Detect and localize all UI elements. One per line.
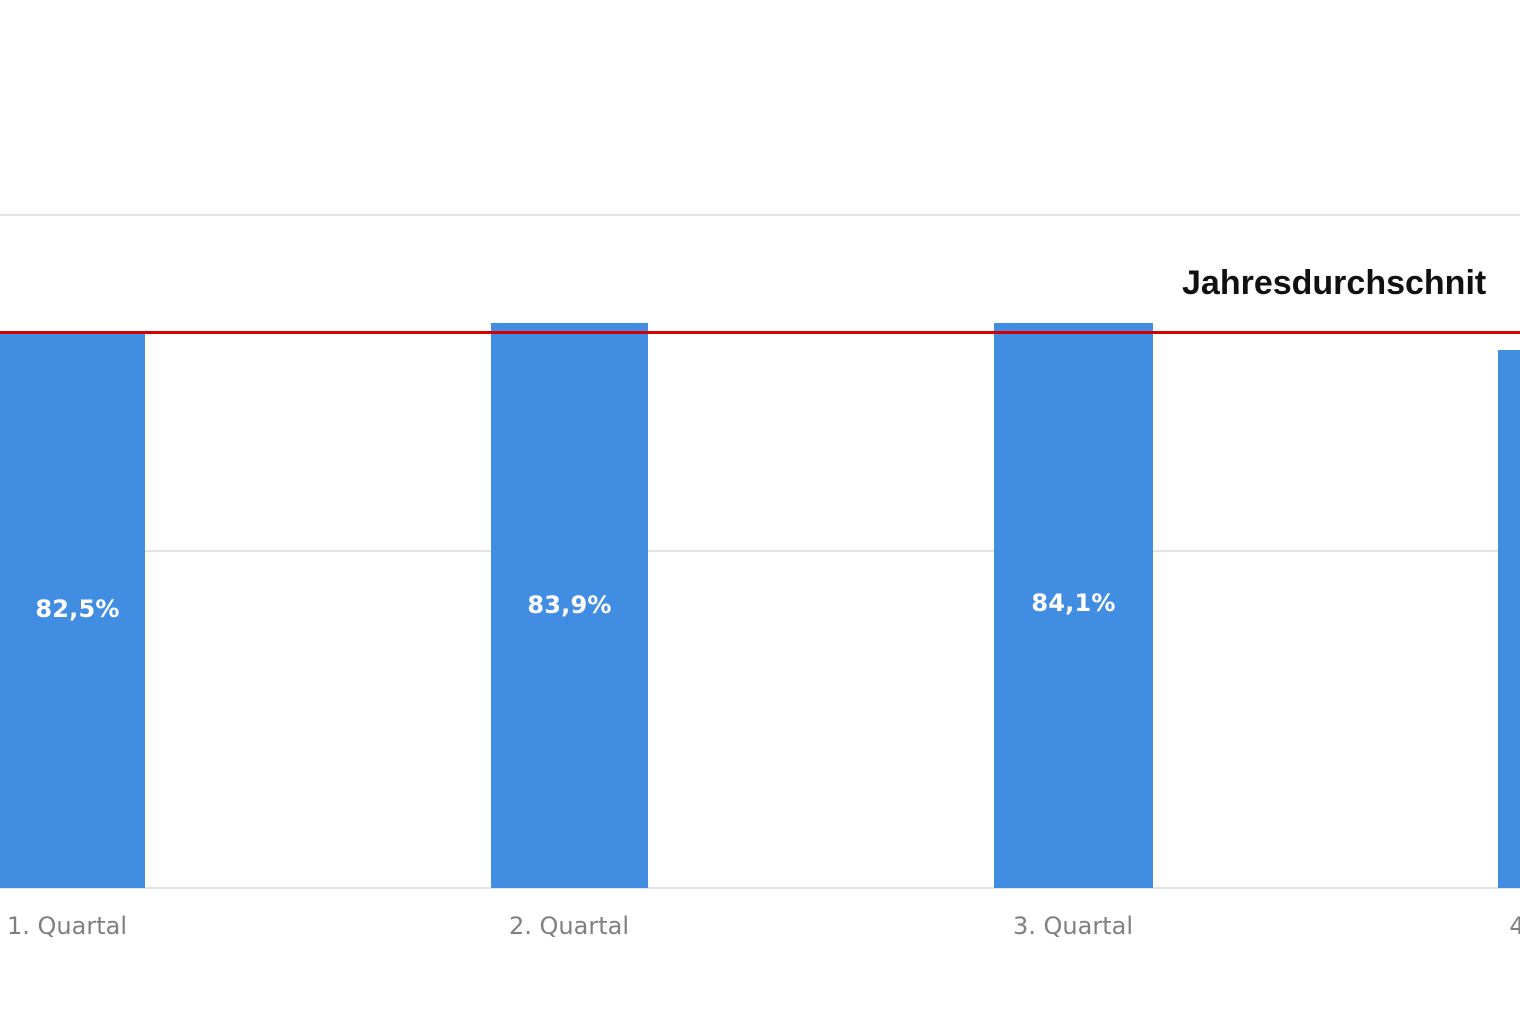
data-label-q1: 82,5% [35,595,120,623]
bar-q4 [1498,350,1520,888]
average-reference-line [0,331,1520,334]
data-label-q3: 84,1% [1031,589,1116,617]
x-axis-label-q4: 4 [1509,912,1520,940]
bar-q1: 82,5% [0,333,145,888]
gridline-middle [0,550,1520,552]
bar-q2: 83,9% [491,323,648,888]
x-axis-label-q2: 2. Quartal [509,912,629,940]
data-label-q2: 83,9% [527,591,612,619]
x-axis-baseline [0,887,1520,889]
average-line-label: Jahresdurchschnit [1182,264,1487,302]
bar-q3: 84,1% [994,323,1153,888]
x-axis-label-q3: 3. Quartal [1013,912,1133,940]
gridline-top [0,214,1520,216]
x-axis-label-q1: 1. Quartal [7,912,127,940]
